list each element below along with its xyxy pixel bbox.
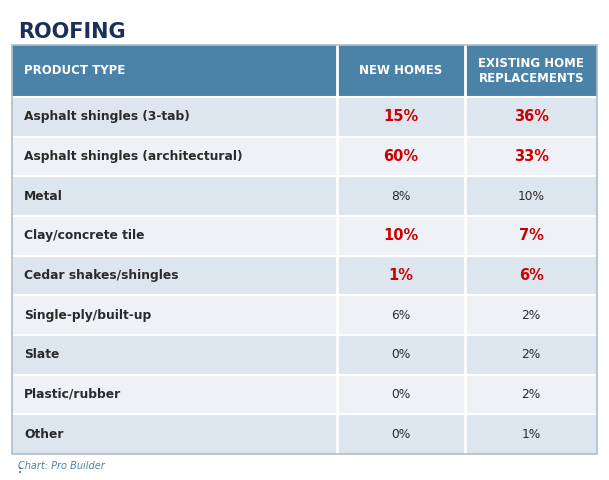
Text: Clay/concrete tile: Clay/concrete tile xyxy=(24,229,144,242)
Text: 15%: 15% xyxy=(384,109,418,124)
Text: :: : xyxy=(18,465,22,475)
Bar xyxy=(12,137,597,176)
Text: 6%: 6% xyxy=(519,268,544,283)
Text: Cedar shakes/shingles: Cedar shakes/shingles xyxy=(24,269,178,282)
Text: PRODUCT TYPE: PRODUCT TYPE xyxy=(24,64,125,77)
Text: Single-ply/built-up: Single-ply/built-up xyxy=(24,309,151,322)
Text: 10%: 10% xyxy=(518,190,544,203)
Text: 6%: 6% xyxy=(392,309,410,322)
Text: Slate: Slate xyxy=(24,348,59,361)
Text: 60%: 60% xyxy=(384,149,418,164)
Text: Plastic/rubber: Plastic/rubber xyxy=(24,388,121,401)
Bar xyxy=(12,216,597,256)
Text: 33%: 33% xyxy=(513,149,549,164)
Bar xyxy=(12,375,597,414)
Text: 1%: 1% xyxy=(521,428,541,441)
Text: Asphalt shingles (3-tab): Asphalt shingles (3-tab) xyxy=(24,110,190,123)
Text: EXISTING HOME
REPLACEMENTS: EXISTING HOME REPLACEMENTS xyxy=(478,57,584,85)
Text: 7%: 7% xyxy=(519,228,544,243)
Text: 0%: 0% xyxy=(392,348,410,361)
Text: Other: Other xyxy=(24,428,63,441)
Bar xyxy=(12,176,597,216)
Text: Metal: Metal xyxy=(24,190,63,203)
Text: 10%: 10% xyxy=(384,228,418,243)
Bar xyxy=(12,295,597,335)
Text: 2%: 2% xyxy=(521,348,541,361)
Text: 2%: 2% xyxy=(521,309,541,322)
Text: 2%: 2% xyxy=(521,388,541,401)
Text: 36%: 36% xyxy=(513,109,549,124)
Text: Asphalt shingles (architectural): Asphalt shingles (architectural) xyxy=(24,150,242,163)
Text: ROOFING: ROOFING xyxy=(18,22,125,42)
Text: 0%: 0% xyxy=(392,428,410,441)
Text: NEW HOMES: NEW HOMES xyxy=(359,64,443,77)
Bar xyxy=(12,97,597,137)
Text: 0%: 0% xyxy=(392,388,410,401)
Bar xyxy=(12,335,597,375)
Text: 1%: 1% xyxy=(389,268,414,283)
Text: Chart: Pro Builder: Chart: Pro Builder xyxy=(18,461,105,471)
Bar xyxy=(12,45,597,454)
Bar xyxy=(12,414,597,454)
Bar xyxy=(12,45,597,97)
Bar xyxy=(12,256,597,295)
Text: 8%: 8% xyxy=(392,190,410,203)
